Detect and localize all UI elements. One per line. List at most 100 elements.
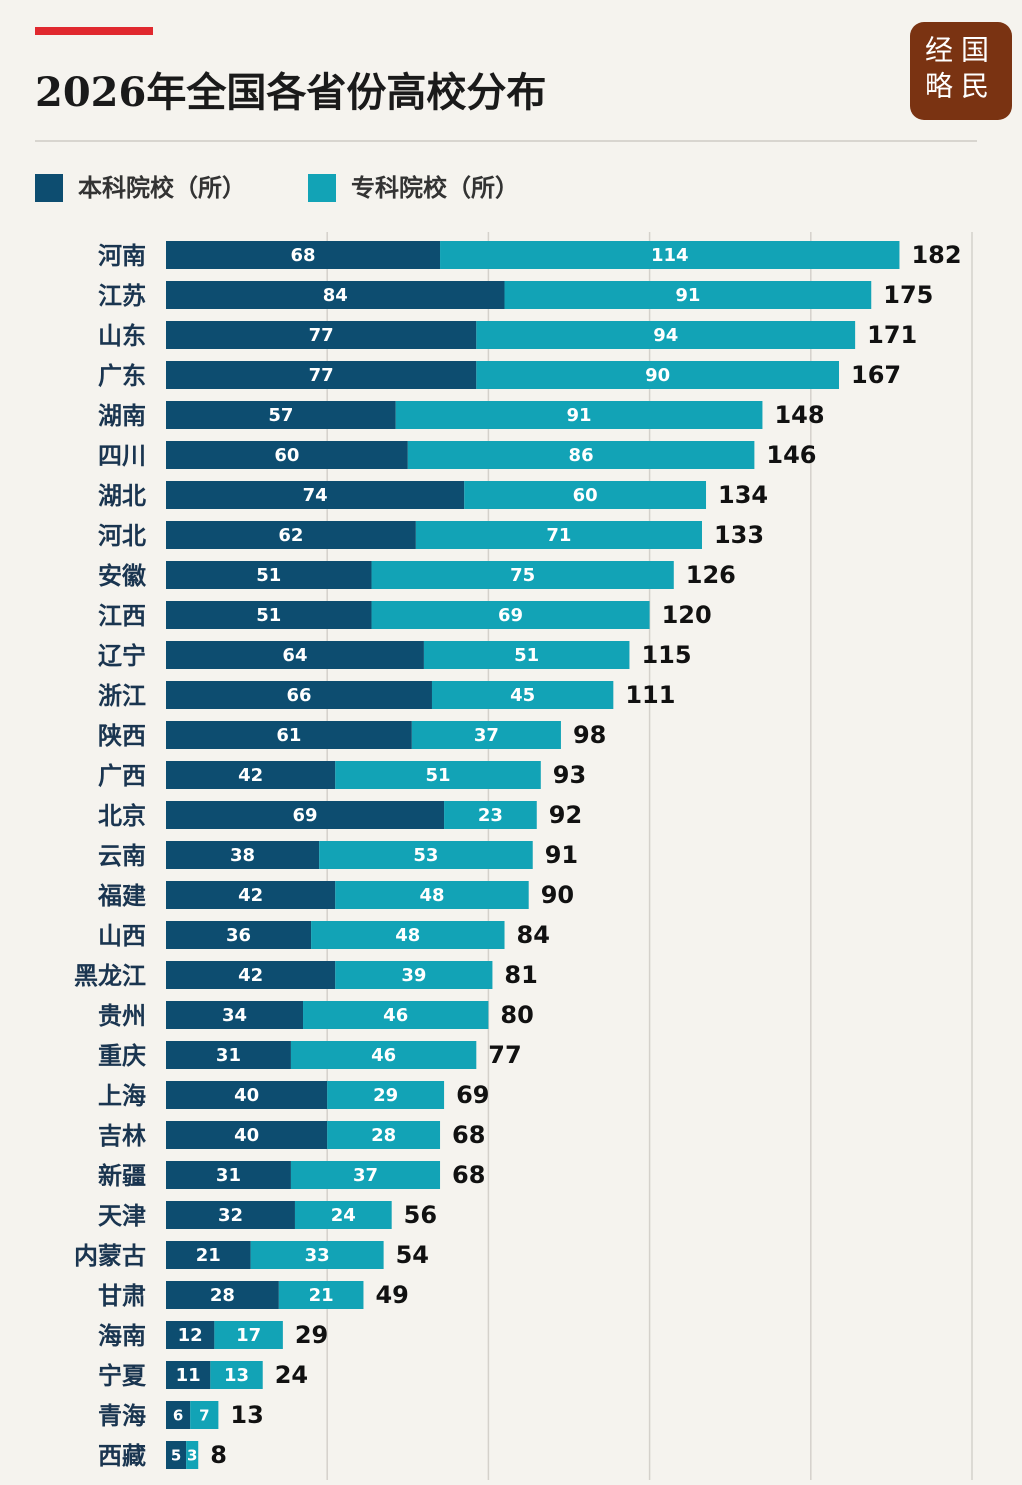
- bar-segment: [166, 1361, 211, 1389]
- bar-segment: [166, 961, 336, 989]
- bar-segment: [476, 361, 840, 389]
- bar-segment: [166, 1401, 191, 1429]
- y-tick-label: 河南: [98, 242, 146, 270]
- total-label: 68: [452, 1161, 485, 1189]
- bar-segment: [166, 321, 477, 349]
- logo-box: [910, 22, 1012, 120]
- total-label: 111: [625, 681, 675, 709]
- value-label: 75: [510, 565, 535, 586]
- value-label: 57: [268, 405, 293, 426]
- value-label: 51: [256, 605, 281, 626]
- bar-segment: [464, 481, 707, 509]
- total-label: 90: [541, 881, 574, 909]
- value-label: 66: [286, 685, 311, 706]
- value-label: 3: [187, 1447, 197, 1465]
- y-tick-label: 安徽: [98, 562, 147, 590]
- total-label: 13: [230, 1401, 263, 1429]
- bar-segment: [166, 1241, 251, 1269]
- bar-segment: [166, 1081, 328, 1109]
- total-label: 92: [549, 801, 582, 829]
- value-label: 94: [653, 325, 678, 346]
- bar-segment: [371, 601, 650, 629]
- value-label: 46: [383, 1005, 408, 1026]
- y-tick-label: 内蒙古: [74, 1242, 146, 1270]
- value-label: 33: [305, 1245, 330, 1266]
- bar-segment: [166, 521, 416, 549]
- total-label: 56: [404, 1201, 437, 1229]
- value-label: 51: [514, 645, 539, 666]
- total-label: 49: [375, 1281, 408, 1309]
- value-label: 68: [290, 245, 315, 266]
- value-label: 62: [278, 525, 303, 546]
- y-tick-label: 浙江: [98, 682, 146, 710]
- y-tick-label: 广西: [98, 762, 146, 790]
- value-label: 69: [293, 805, 318, 826]
- y-tick-label: 天津: [98, 1202, 146, 1230]
- value-label: 71: [546, 525, 571, 546]
- y-tick-label: 北京: [98, 802, 146, 830]
- value-label: 86: [569, 445, 594, 466]
- value-label: 60: [274, 445, 299, 466]
- value-label: 37: [474, 725, 499, 746]
- bar-segment: [186, 1441, 199, 1469]
- bar-segment: [166, 761, 336, 789]
- legend-label: 本科院校（所）: [78, 174, 246, 202]
- value-label: 36: [226, 925, 251, 946]
- y-tick-label: 重庆: [98, 1042, 146, 1070]
- value-label: 91: [675, 285, 700, 306]
- bar-segment: [476, 321, 856, 349]
- bar-segment: [319, 841, 533, 869]
- total-label: 148: [774, 401, 824, 429]
- total-label: 133: [714, 521, 764, 549]
- value-label: 53: [413, 845, 438, 866]
- bar-segment: [407, 441, 755, 469]
- y-tick-label: 湖南: [98, 402, 146, 430]
- bar-segment: [166, 1321, 215, 1349]
- total-label: 80: [500, 1001, 533, 1029]
- bar-segment: [303, 1001, 489, 1029]
- bar-segment: [166, 241, 441, 269]
- chart-title: 2026年全国各省份高校分布: [35, 69, 546, 116]
- value-label: 21: [196, 1245, 221, 1266]
- y-tick-label: 福建: [97, 882, 146, 910]
- value-label: 48: [419, 885, 444, 906]
- value-label: 23: [478, 805, 503, 826]
- total-label: 8: [210, 1441, 227, 1469]
- bar-segment: [166, 561, 372, 589]
- total-label: 134: [718, 481, 768, 509]
- y-tick-label: 新疆: [98, 1162, 146, 1190]
- y-tick-label: 辽宁: [98, 642, 146, 670]
- y-tick-label: 甘肃: [98, 1282, 146, 1310]
- total-label: 29: [295, 1321, 328, 1349]
- bar-segment: [278, 1281, 364, 1309]
- value-label: 28: [371, 1125, 396, 1146]
- legend-swatch: [308, 174, 336, 202]
- y-tick-label: 江苏: [98, 282, 146, 310]
- total-label: 171: [867, 321, 917, 349]
- value-label: 74: [303, 485, 328, 506]
- value-label: 51: [256, 565, 281, 586]
- bar-segment: [166, 801, 445, 829]
- bar-segment: [335, 761, 541, 789]
- bar-segment: [166, 1281, 279, 1309]
- value-label: 12: [178, 1325, 203, 1346]
- accent-bar: [35, 27, 153, 35]
- bar-segment: [166, 921, 312, 949]
- value-label: 42: [238, 965, 263, 986]
- bar-segment: [504, 281, 872, 309]
- bar-segment: [423, 641, 630, 669]
- bar-segment: [290, 1041, 477, 1069]
- y-tick-label: 上海: [98, 1082, 146, 1110]
- total-label: 69: [456, 1081, 489, 1109]
- bar-segment: [166, 1161, 291, 1189]
- total-label: 77: [488, 1041, 521, 1069]
- bar-segment: [411, 721, 561, 749]
- value-label: 5: [171, 1447, 181, 1465]
- bar-segment: [166, 721, 412, 749]
- value-label: 114: [651, 245, 689, 266]
- value-label: 40: [234, 1125, 259, 1146]
- bar-segment: [166, 481, 465, 509]
- bar-segment: [327, 1081, 445, 1109]
- total-label: 98: [573, 721, 606, 749]
- value-label: 39: [401, 965, 426, 986]
